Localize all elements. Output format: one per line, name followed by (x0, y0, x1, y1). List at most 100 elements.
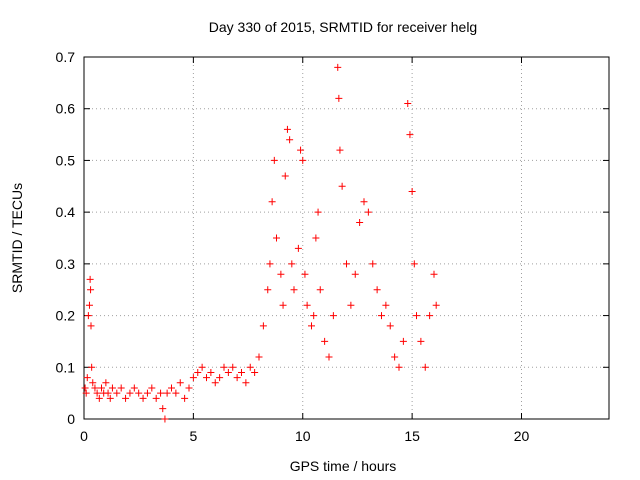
data-point (157, 389, 165, 397)
x-tick-label: 20 (514, 428, 530, 444)
data-point (378, 312, 385, 320)
data-point (408, 187, 416, 195)
data-point (251, 368, 259, 376)
data-point (113, 389, 121, 397)
data-point (347, 301, 355, 309)
data-point (312, 234, 320, 242)
data-point (386, 322, 394, 330)
data-point (303, 301, 311, 309)
data-point (87, 286, 95, 294)
data-point (301, 270, 309, 278)
data-point (270, 156, 278, 164)
data-point (161, 415, 169, 423)
data-point (189, 374, 197, 382)
x-tick-label: 10 (295, 428, 311, 444)
data-point (399, 337, 407, 345)
axis-ticks: 0 0.1 0.2 0.3 0.4 0.5 0.6 0.7 0 5 10 15 20 (56, 49, 609, 444)
data-point (185, 384, 193, 392)
data-point (421, 363, 429, 371)
data-point (338, 182, 346, 190)
data-point (316, 286, 324, 294)
data-point (264, 286, 272, 294)
data-point (404, 100, 412, 108)
data-point (360, 198, 368, 206)
data-point (91, 384, 99, 392)
data-point (139, 394, 147, 402)
data-point (336, 146, 344, 154)
data-point (373, 286, 381, 294)
data-point (194, 368, 202, 376)
x-axis-label: GPS time / hours (290, 458, 397, 474)
data-point (102, 379, 110, 387)
data-point (207, 368, 215, 376)
data-point (382, 301, 390, 309)
data-point (85, 301, 93, 309)
data-point (430, 270, 438, 278)
chart-title: Day 330 of 2015, SRMTID for receiver hel… (209, 19, 477, 35)
data-point (283, 125, 291, 133)
data-point (148, 384, 156, 392)
data-point (299, 156, 307, 164)
data-point (297, 146, 305, 154)
y-tick-label: 0.6 (56, 101, 76, 117)
y-tick-label: 0.5 (56, 152, 76, 168)
data-point (417, 337, 425, 345)
data-point (290, 286, 298, 294)
data-point (95, 394, 103, 402)
data-point (426, 312, 434, 320)
data-point (229, 363, 237, 371)
data-point (406, 131, 414, 139)
data-point (321, 337, 329, 345)
data-point (288, 260, 296, 268)
data-point (286, 136, 294, 144)
x-tick-label: 0 (80, 428, 88, 444)
data-point (334, 63, 342, 71)
data-point (84, 312, 92, 320)
plot-frame (83, 56, 610, 420)
data-point (238, 368, 245, 376)
y-tick-label: 0.1 (56, 359, 76, 375)
data-point (432, 301, 440, 309)
data-point (246, 363, 254, 371)
y-tick-label: 0.3 (56, 256, 76, 272)
data-point (266, 260, 274, 268)
y-tick-label: 0.2 (56, 308, 76, 324)
data-point (255, 353, 263, 361)
y-tick-label: 0 (67, 411, 75, 427)
y-tick-label: 0.4 (56, 204, 76, 220)
data-point (413, 312, 420, 320)
data-point (351, 270, 359, 278)
data-point (216, 374, 224, 382)
data-point (98, 384, 105, 392)
data-point (410, 260, 418, 268)
data-point (108, 384, 116, 392)
data-point (343, 260, 350, 268)
data-point (294, 244, 302, 252)
data-point (369, 260, 377, 268)
data-point (391, 353, 399, 361)
data-point (335, 94, 343, 102)
data-point (93, 389, 101, 397)
data-point (135, 389, 143, 397)
data-point (224, 368, 232, 376)
y-axis-label: SRMTID / TECUs (9, 183, 25, 293)
x-tick-label: 5 (189, 428, 197, 444)
data-point (220, 363, 228, 371)
data-point (308, 322, 315, 330)
data-point (130, 384, 138, 392)
data-point (172, 389, 180, 397)
data-point (126, 389, 134, 397)
data-point (168, 384, 175, 392)
data-point (325, 353, 333, 361)
data-point (259, 322, 267, 330)
data-point (176, 379, 184, 387)
data-point (87, 322, 95, 330)
data-point (395, 363, 403, 371)
x-tick-label: 15 (404, 428, 420, 444)
data-point (314, 208, 322, 216)
data-point (281, 172, 289, 180)
data-point (310, 312, 318, 320)
data-point (356, 218, 364, 226)
data-point (159, 405, 167, 413)
data-point (181, 394, 189, 402)
